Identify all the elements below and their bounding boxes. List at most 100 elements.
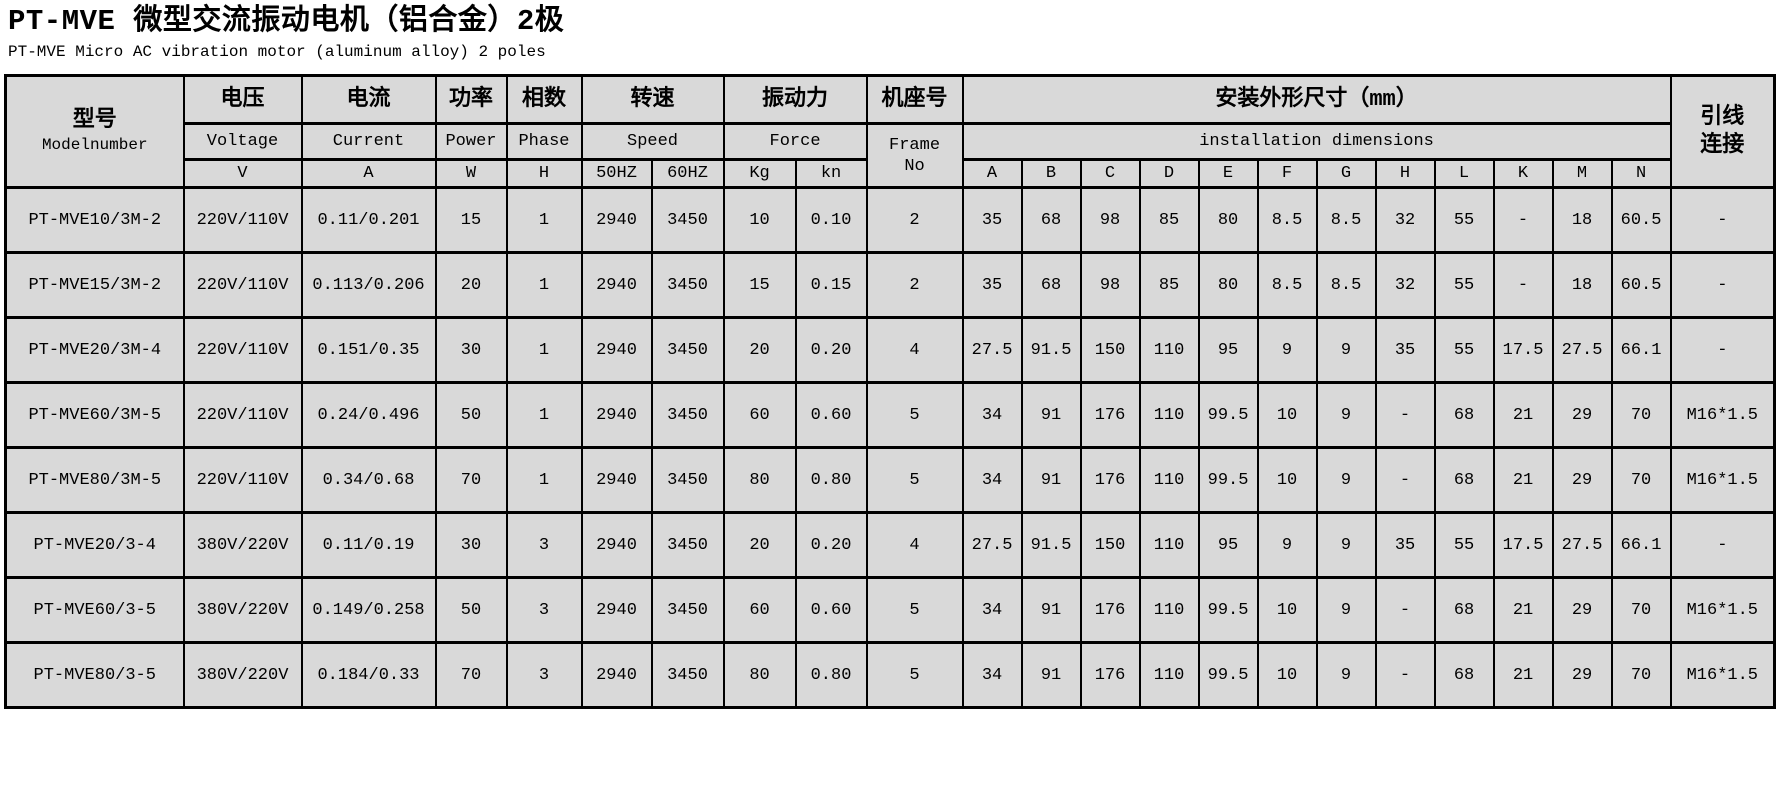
cell-speed-50hz: 2940 [580, 641, 653, 710]
cell-speed-60hz: 3450 [650, 511, 725, 580]
cell-dim-B: 91 [1020, 446, 1082, 515]
cell-dim-M: 29 [1551, 381, 1613, 450]
table-row: PT-MVE80/3-5 380V/220V 0.184/0.33 70 3 2940 34… [4, 641, 1776, 710]
dim-letter-F: F [1256, 158, 1318, 190]
cell-dim-M: 18 [1551, 186, 1613, 255]
dim-letter-D: D [1138, 158, 1200, 190]
cell-model: PT-MVE20/3-4 [4, 511, 185, 580]
header-row-1: 型号 Modelnumber 电压 电流 功率 相数 转速 振动力 机座号 安装… [4, 74, 1776, 190]
header-current-en: Current [300, 122, 437, 162]
cell-dim-E: 99.5 [1197, 446, 1259, 515]
cell-phase: 3 [505, 511, 583, 580]
header-voltage-zh: 电压 [182, 74, 303, 126]
cell-frame-no: 4 [865, 316, 964, 385]
dim-letter-H: H [1374, 158, 1436, 190]
unit-voltage: V [182, 158, 303, 190]
cell-dim-G: 9 [1315, 446, 1377, 515]
cell-force-kg: 20 [722, 511, 797, 580]
cell-dim-B: 91.5 [1020, 511, 1082, 580]
cell-dim-L: 68 [1433, 381, 1495, 450]
cell-phase: 3 [505, 576, 583, 645]
cell-model: PT-MVE15/3M-2 [4, 251, 185, 320]
cell-dim-L: 55 [1433, 511, 1495, 580]
frame-zh-label: 机座号 [881, 86, 948, 112]
cell-dim-F: 10 [1256, 641, 1318, 710]
cell-dim-G: 8.5 [1315, 186, 1377, 255]
cell-dim-E: 95 [1197, 511, 1259, 580]
cell-force-kn: 0.20 [794, 511, 868, 580]
cell-dim-L: 68 [1433, 576, 1495, 645]
cell-dim-C: 176 [1079, 641, 1141, 710]
cell-power: 70 [434, 641, 508, 710]
cell-dim-C: 176 [1079, 381, 1141, 450]
cell-dim-D: 110 [1138, 446, 1200, 515]
cell-phase: 1 [505, 316, 583, 385]
cell-power: 70 [434, 446, 508, 515]
cell-dim-N: 66.1 [1610, 511, 1672, 580]
unit-speed-50hz: 50HZ [580, 158, 653, 190]
cell-phase: 1 [505, 251, 583, 320]
cell-force-kg: 20 [722, 316, 797, 385]
voltage-zh-label: 电压 [220, 86, 265, 112]
cell-lead: M16*1.5 [1669, 641, 1776, 710]
cell-dim-F: 10 [1256, 576, 1318, 645]
cell-dim-H: - [1374, 446, 1436, 515]
cell-power: 30 [434, 316, 508, 385]
cell-dim-D: 85 [1138, 251, 1200, 320]
lead-zh-line1: 引线 [1700, 105, 1745, 131]
cell-speed-50hz: 2940 [580, 576, 653, 645]
cell-dim-K: - [1492, 186, 1554, 255]
cell-power: 20 [434, 251, 508, 320]
table-row: PT-MVE60/3M-5 220V/110V 0.24/0.496 50 1 2940 3… [4, 381, 1776, 450]
cell-dim-N: 70 [1610, 576, 1672, 645]
header-frame-en: Frame No [865, 122, 964, 190]
cell-lead: - [1669, 251, 1776, 320]
lead-zh-line2: 连接 [1700, 132, 1745, 158]
cell-dim-D: 110 [1138, 641, 1200, 710]
cell-dim-K: 21 [1492, 446, 1554, 515]
frame-en-line1: Frame [889, 135, 941, 155]
dim-letter-A: A [961, 158, 1023, 190]
cell-dim-G: 8.5 [1315, 251, 1377, 320]
header-power-zh: 功率 [434, 74, 508, 126]
cell-voltage: 220V/110V [182, 446, 303, 515]
table-row: PT-MVE60/3-5 380V/220V 0.149/0.258 50 3 2940 3… [4, 576, 1776, 645]
cell-dim-A: 35 [961, 251, 1023, 320]
cell-force-kg: 60 [722, 576, 797, 645]
cell-dim-H: 32 [1374, 251, 1436, 320]
cell-frame-no: 4 [865, 511, 964, 580]
cell-dim-A: 27.5 [961, 511, 1023, 580]
cell-lead: M16*1.5 [1669, 446, 1776, 515]
cell-model: PT-MVE10/3M-2 [4, 186, 185, 255]
cell-current: 0.11/0.19 [300, 511, 437, 580]
cell-dim-L: 68 [1433, 641, 1495, 710]
cell-dim-F: 9 [1256, 511, 1318, 580]
cell-lead: - [1669, 186, 1776, 255]
header-dimensions-en: installation dimensions [961, 122, 1672, 162]
cell-dim-K: 21 [1492, 381, 1554, 450]
cell-dim-B: 68 [1020, 251, 1082, 320]
cell-dim-D: 85 [1138, 186, 1200, 255]
cell-speed-60hz: 3450 [650, 641, 725, 710]
cell-voltage: 380V/220V [182, 576, 303, 645]
unit-force-kg: Kg [722, 158, 797, 190]
cell-force-kg: 15 [722, 251, 797, 320]
cell-dim-F: 10 [1256, 446, 1318, 515]
cell-frame-no: 5 [865, 576, 964, 645]
current-zh-label: 电流 [346, 86, 391, 112]
unit-force-kn: kn [794, 158, 868, 190]
cell-dim-M: 29 [1551, 446, 1613, 515]
cell-dim-G: 9 [1315, 316, 1377, 385]
dim-letter-G: G [1315, 158, 1377, 190]
cell-speed-60hz: 3450 [650, 576, 725, 645]
cell-dim-H: 32 [1374, 186, 1436, 255]
cell-dim-E: 80 [1197, 186, 1259, 255]
header-row-2: Voltage Current Power Phase Speed Force … [6, 122, 1775, 190]
cell-force-kg: 80 [722, 641, 797, 710]
cell-phase: 1 [505, 186, 583, 255]
cell-dim-N: 60.5 [1610, 186, 1672, 255]
cell-dim-E: 99.5 [1197, 641, 1259, 710]
header-force-zh: 振动力 [722, 74, 868, 126]
cell-dim-A: 34 [961, 381, 1023, 450]
cell-lead: M16*1.5 [1669, 576, 1776, 645]
